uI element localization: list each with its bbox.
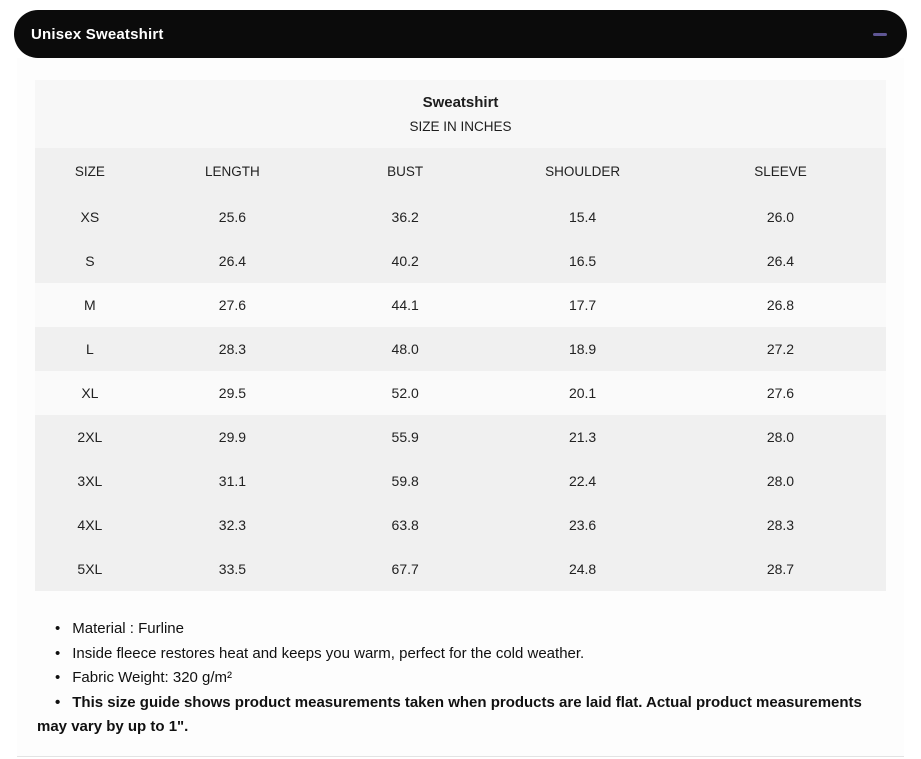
column-header-row: SIZE LENGTH BUST SHOULDER SLEEVE: [35, 148, 886, 195]
table-caption: Sweatshirt SIZE IN INCHES: [35, 80, 886, 148]
size-table-body: XS 25.6 36.2 15.4 26.0 S 26.4 40.2 16.5 26.4 M 27.6…: [35, 195, 886, 591]
measurement-cell: 17.7: [490, 283, 675, 327]
note-item: • Fabric Weight: 320 g/m²: [37, 666, 884, 691]
table-row: XS 25.6 36.2 15.4 26.0: [35, 195, 886, 239]
measurement-cell: 29.9: [144, 415, 321, 459]
note-text: Material : Furline: [72, 620, 184, 637]
size-cell: 4XL: [35, 503, 145, 547]
measurement-cell: 44.1: [320, 283, 491, 327]
column-header: SHOULDER: [490, 148, 675, 195]
table-row: S 26.4 40.2 16.5 26.4: [35, 239, 886, 283]
table-row: 5XL 33.5 67.7 24.8 28.7: [35, 547, 886, 591]
measurement-cell: 67.7: [320, 547, 491, 591]
note-text: Fabric Weight: 320 g/m²: [72, 669, 233, 686]
measurement-cell: 28.0: [674, 459, 886, 503]
measurement-cell: 63.8: [320, 503, 491, 547]
accordion-header[interactable]: Unisex Sweatshirt: [14, 10, 907, 58]
measurement-cell: 27.6: [674, 371, 886, 415]
table-row: L 28.3 48.0 18.9 27.2: [35, 327, 886, 371]
measurement-cell: 52.0: [320, 371, 491, 415]
bullet-icon: •: [55, 693, 61, 711]
note-text: This size guide shows product measuremen…: [37, 693, 862, 736]
measurement-cell: 36.2: [320, 195, 491, 239]
table-row: M 27.6 44.1 17.7 26.8: [35, 283, 886, 327]
measurement-cell: 28.3: [144, 327, 321, 371]
measurement-cell: 29.5: [144, 371, 321, 415]
column-header: SIZE: [35, 148, 145, 195]
measurement-cell: 27.2: [674, 327, 886, 371]
size-guide-panel: Sweatshirt SIZE IN INCHES SIZE LENGTH BUST…: [17, 58, 904, 757]
table-row: XL 29.5 52.0 20.1 27.6: [35, 371, 886, 415]
table-row: 4XL 32.3 63.8 23.6 28.3: [35, 503, 886, 547]
measurement-cell: 28.0: [674, 415, 886, 459]
measurement-cell: 21.3: [490, 415, 675, 459]
column-header: LENGTH: [144, 148, 321, 195]
product-notes-list: • Material : Furline • Inside fleece restor…: [35, 591, 886, 754]
bullet-icon: •: [55, 620, 61, 637]
measurement-cell: 16.5: [490, 239, 675, 283]
measurement-cell: 33.5: [144, 547, 321, 591]
measurement-cell: 26.0: [674, 195, 886, 239]
measurement-cell: 48.0: [320, 327, 491, 371]
measurement-cell: 23.6: [490, 503, 675, 547]
table-row: 2XL 29.9 55.9 21.3 28.0: [35, 415, 886, 459]
column-header: BUST: [320, 148, 491, 195]
measurement-cell: 25.6: [144, 195, 321, 239]
size-cell: S: [35, 239, 145, 283]
measurement-cell: 28.3: [674, 503, 886, 547]
measurement-cell: 32.3: [144, 503, 321, 547]
note-text: Inside fleece restores heat and keeps yo…: [72, 644, 585, 662]
measurement-cell: 24.8: [490, 547, 675, 591]
table-subtitle: SIZE IN INCHES: [409, 119, 512, 134]
measurement-cell: 26.8: [674, 283, 886, 327]
accordion-title: Unisex Sweatshirt: [31, 25, 164, 43]
size-cell: 2XL: [35, 415, 145, 459]
note-item: • Material : Furline: [37, 617, 884, 642]
column-header: SLEEVE: [674, 148, 886, 195]
measurement-cell: 59.8: [320, 459, 491, 503]
measurement-cell: 26.4: [144, 239, 321, 283]
note-item: • This size guide shows product measureme…: [37, 691, 884, 740]
size-cell: XS: [35, 195, 145, 239]
size-cell: 3XL: [35, 459, 145, 503]
collapse-minus-icon[interactable]: [873, 32, 887, 36]
size-cell: L: [35, 327, 145, 371]
bullet-icon: •: [55, 669, 61, 686]
bullet-icon: •: [55, 644, 61, 662]
measurement-cell: 27.6: [144, 283, 321, 327]
note-item: • Inside fleece restores heat and keeps y…: [37, 642, 884, 667]
size-cell: XL: [35, 371, 145, 415]
measurement-cell: 40.2: [320, 239, 491, 283]
measurement-cell: 20.1: [490, 371, 675, 415]
measurement-cell: 31.1: [144, 459, 321, 503]
measurement-cell: 26.4: [674, 239, 886, 283]
table-caption-row: Sweatshirt SIZE IN INCHES: [35, 80, 886, 148]
size-cell: 5XL: [35, 547, 145, 591]
measurement-cell: 28.7: [674, 547, 886, 591]
table-title: Sweatshirt: [422, 94, 499, 111]
table-row: 3XL 31.1 59.8 22.4 28.0: [35, 459, 886, 503]
measurement-cell: 15.4: [490, 195, 675, 239]
measurement-cell: 55.9: [320, 415, 491, 459]
size-table: Sweatshirt SIZE IN INCHES SIZE LENGTH BUST…: [35, 80, 886, 591]
size-cell: M: [35, 283, 145, 327]
measurement-cell: 18.9: [490, 327, 675, 371]
measurement-cell: 22.4: [490, 459, 675, 503]
